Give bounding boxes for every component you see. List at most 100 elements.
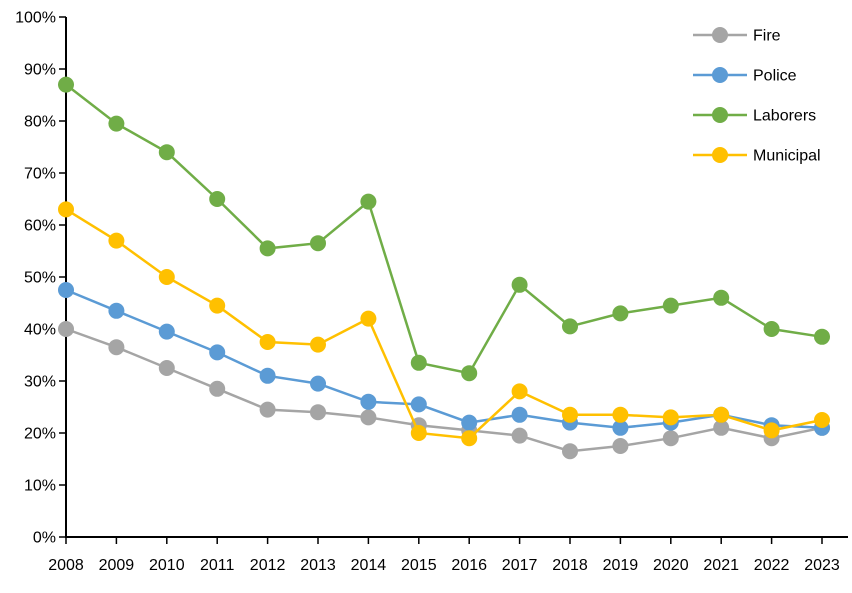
x-tick-label: 2018 — [552, 557, 588, 574]
x-tick-label: 2019 — [603, 557, 639, 574]
y-tick-label: 100% — [15, 10, 56, 27]
x-tick-label: 2013 — [300, 557, 336, 574]
series-laborers-point — [259, 240, 276, 257]
legend-marker-municipal — [712, 147, 728, 163]
series-municipal-point — [310, 336, 326, 353]
x-tick-label: 2021 — [703, 557, 739, 574]
series-municipal-point — [662, 409, 679, 426]
legend-marker-laborers — [712, 107, 728, 123]
series-police-point — [360, 393, 377, 410]
series-fire-point — [259, 401, 276, 418]
series-police-point — [158, 323, 175, 340]
x-tick-label: 2022 — [754, 557, 790, 574]
y-tick-label: 40% — [24, 322, 56, 339]
series-laborers-point — [713, 289, 730, 306]
y-tick-label: 20% — [24, 426, 56, 443]
series-police-point — [461, 414, 478, 431]
series-municipal-point — [259, 334, 276, 350]
series-municipal-point — [461, 430, 478, 447]
series-police-line — [65, 288, 823, 430]
x-tick-label: 2008 — [48, 557, 84, 574]
series-municipal-point — [713, 406, 730, 423]
series-municipal-point — [58, 201, 74, 218]
series-laborers-point — [511, 276, 528, 293]
series-laborers-point — [562, 318, 578, 335]
legend-label-municipal: Municipal — [753, 148, 821, 165]
series-fire-point — [58, 321, 74, 337]
legend-marker-police — [712, 67, 728, 83]
series-fire-point — [360, 409, 377, 426]
series-municipal-point — [562, 406, 578, 423]
series-police-point — [108, 302, 125, 319]
series-laborers-point — [310, 235, 326, 252]
series-municipal-point — [108, 232, 125, 249]
series-police-point — [259, 367, 276, 384]
series-laborers-point — [108, 115, 125, 132]
legend-label-laborers: Laborers — [753, 108, 816, 125]
series-laborers-point — [58, 76, 74, 93]
x-tick-label: 2020 — [653, 557, 689, 574]
y-tick-label: 70% — [24, 166, 56, 183]
x-tick-label: 2017 — [502, 557, 538, 574]
y-tick-label: 90% — [24, 62, 56, 79]
series-laborers-point — [612, 305, 629, 322]
series-laborers-point — [360, 193, 377, 210]
legend-label-fire: Fire — [753, 28, 781, 45]
y-tick-label: 80% — [24, 114, 56, 131]
series-laborers-point — [662, 297, 679, 314]
series-police-point — [612, 419, 629, 436]
series-fire-point — [209, 380, 226, 397]
series-laborers-point — [410, 354, 427, 371]
series-fire-point — [158, 360, 175, 376]
series-laborers-point — [763, 321, 780, 337]
series-laborers-point — [158, 144, 175, 161]
y-tick-label: 10% — [24, 478, 56, 495]
series-fire-point — [713, 419, 730, 436]
series-laborers-line — [65, 83, 823, 375]
series-municipal-point — [410, 425, 427, 441]
y-tick-label: 0% — [33, 530, 56, 547]
x-tick-label: 2023 — [804, 557, 840, 574]
x-tick-label: 2015 — [401, 557, 437, 574]
x-tick-label: 2016 — [451, 557, 487, 574]
x-tick-label: 2014 — [351, 557, 387, 574]
series-fire-point — [662, 430, 679, 447]
series-municipal-point — [158, 269, 175, 285]
x-tick-label: 2012 — [250, 557, 286, 574]
x-tick-label: 2011 — [200, 557, 235, 574]
series-police-point — [410, 396, 427, 413]
legend-item-municipal: Municipal — [693, 147, 821, 165]
series-laborers-point — [209, 191, 226, 207]
y-tick-label: 30% — [24, 374, 56, 391]
series-police-point — [310, 375, 326, 392]
series-police-point — [58, 282, 74, 298]
series-fire-line — [65, 327, 823, 453]
series-police-point — [209, 344, 226, 361]
series-fire-point — [511, 427, 528, 444]
series-fire-point — [562, 443, 578, 460]
series-fire-point — [612, 438, 629, 454]
series-municipal-line — [65, 208, 823, 440]
legend-label-police: Police — [753, 68, 797, 85]
series-fire-point — [108, 339, 125, 356]
legend-item-laborers: Laborers — [693, 107, 816, 125]
series-municipal-point — [814, 412, 830, 428]
series-police-point — [511, 406, 528, 423]
series-municipal-point — [763, 422, 780, 439]
series-municipal-point — [612, 406, 629, 423]
x-tick-label: 2010 — [149, 557, 185, 574]
series-municipal-point — [209, 297, 226, 314]
legend-marker-fire — [712, 27, 728, 43]
legend-item-police: Police — [693, 67, 797, 85]
series-municipal-point — [511, 383, 528, 400]
series-municipal-point — [360, 310, 377, 327]
x-tick-label: 2009 — [99, 557, 135, 574]
y-tick-label: 50% — [24, 270, 56, 287]
legend-item-fire: Fire — [693, 27, 781, 45]
series-laborers-point — [461, 365, 478, 382]
series-laborers-point — [814, 328, 830, 345]
series-fire-point — [310, 404, 326, 421]
y-tick-label: 60% — [24, 218, 56, 235]
